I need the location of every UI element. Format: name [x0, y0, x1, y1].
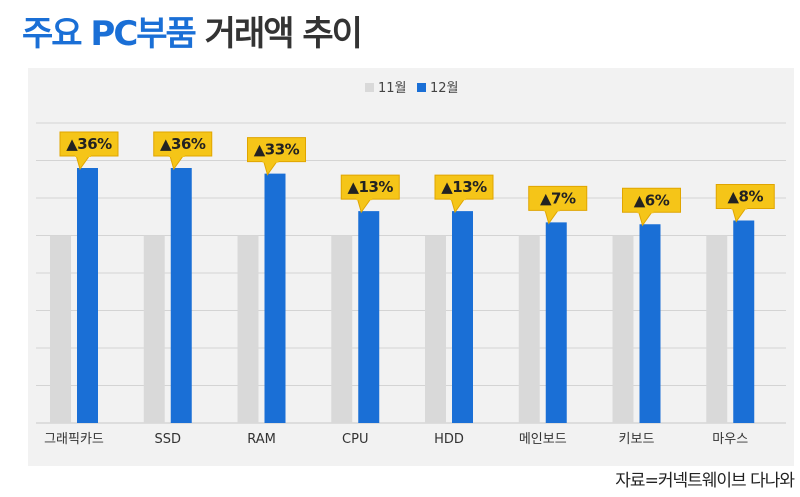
- data-label: ▲36%: [66, 135, 112, 153]
- bar-dec: [264, 173, 286, 423]
- bar-dec: [77, 168, 98, 423]
- data-label: ▲13%: [348, 178, 394, 196]
- callout-joint: [543, 208, 560, 212]
- legend-label-nov: 11월: [378, 81, 407, 96]
- callout-box: [622, 187, 681, 213]
- chart-title: 주요 PC부품 거래액 추이: [22, 6, 363, 55]
- x-tick-label: SSD: [154, 432, 181, 447]
- data-label: ▲36%: [160, 135, 206, 153]
- x-tick-label: HDD: [434, 432, 464, 447]
- bar-dec: [545, 222, 567, 423]
- callout-pointer: [75, 154, 91, 171]
- bar-dec: [452, 211, 473, 423]
- callout-joint: [356, 197, 373, 201]
- callout-pointer: [262, 160, 279, 176]
- callout-box: [715, 184, 775, 209]
- legend-swatch-dec: [417, 83, 426, 92]
- callout-joint: [75, 154, 91, 157]
- bar-dec: [358, 211, 380, 423]
- title-highlight: 주요 PC부품: [22, 14, 197, 54]
- callout-pointer: [450, 197, 466, 214]
- data-label: ▲6%: [634, 191, 670, 209]
- x-tick-label: RAM: [247, 432, 276, 447]
- callout-pointer: [169, 154, 185, 171]
- bar-nov: [612, 235, 634, 423]
- bar-nov: [50, 235, 71, 423]
- bar-nov: [237, 235, 259, 423]
- bar-dec: [170, 168, 192, 423]
- bar-nov: [706, 235, 728, 423]
- callout-pointer: [731, 207, 748, 223]
- callout-joint: [637, 210, 654, 214]
- legend-swatch-nov: [365, 83, 374, 92]
- data-label: ▲7%: [540, 189, 576, 207]
- callout-box: [59, 131, 119, 157]
- bar-nov: [143, 235, 165, 423]
- x-tick-label: 그래픽카드: [44, 432, 104, 447]
- bar-nov: [425, 235, 446, 423]
- data-label: ▲13%: [441, 178, 487, 196]
- bar-nov: [331, 235, 353, 423]
- x-tick-label: CPU: [342, 432, 368, 447]
- callout-joint: [168, 154, 185, 157]
- legend-label-dec: 12월: [430, 81, 459, 96]
- source-note: 자료=커넥트웨이브 다나와: [615, 471, 795, 491]
- bar-nov: [518, 235, 540, 423]
- callout-pointer: [356, 197, 373, 214]
- title-rest: 거래액 추이: [194, 14, 363, 54]
- bar-dec: [733, 220, 755, 423]
- callout-pointer: [637, 210, 654, 227]
- callout-joint: [731, 206, 748, 210]
- x-tick-label: 메인보드: [519, 432, 567, 447]
- data-label: ▲8%: [727, 188, 763, 206]
- bar-dec: [639, 224, 661, 423]
- x-tick-label: 키보드: [619, 432, 655, 447]
- callout-joint: [450, 197, 466, 201]
- callout-joint: [262, 159, 279, 163]
- data-label: ▲33%: [254, 141, 300, 159]
- callout-pointer: [544, 208, 560, 225]
- x-tick-label: 마우스: [712, 432, 748, 447]
